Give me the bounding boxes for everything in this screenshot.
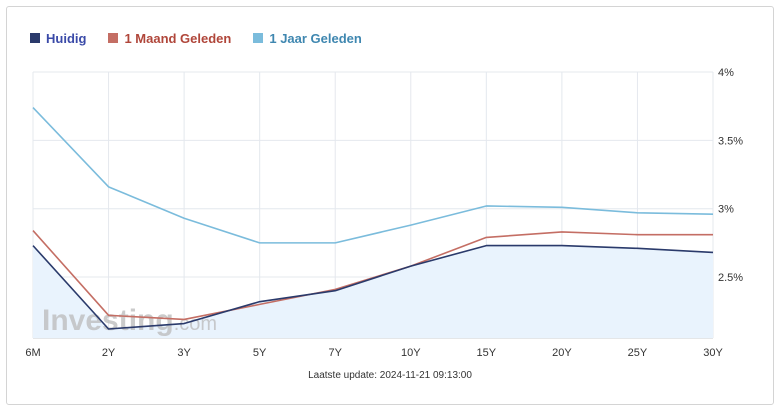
legend-swatch-1-jaar-geleden xyxy=(253,33,264,43)
legend-label-1-jaar-geleden: 1 Jaar Geleden xyxy=(269,30,362,46)
x-tick-label: 3Y xyxy=(177,347,191,359)
y-tick-label: 4% xyxy=(718,67,734,79)
investing-watermark: Investing.com xyxy=(42,304,217,337)
series-line-huidig xyxy=(32,244,714,330)
x-tick-label: 10Y xyxy=(401,347,421,359)
watermark-main-text: Investing xyxy=(42,304,174,337)
legend-item-1-jaar-geleden[interactable]: 1 Jaar Geleden xyxy=(253,30,362,46)
area-fill-huidig xyxy=(33,245,713,338)
legend-label-huidig: Huidig xyxy=(46,30,87,46)
legend-swatch-huidig xyxy=(30,33,40,43)
legend-item-1-maand-geleden[interactable]: 1 Maand Geleden xyxy=(108,30,231,46)
x-tick-label: 2Y xyxy=(102,347,116,359)
watermark-suffix-text: .com xyxy=(174,313,217,335)
chart-legend: Huidig 1 Maand Geleden 1 Jaar Geleden xyxy=(30,30,362,46)
legend-swatch-1-maand-geleden xyxy=(108,33,119,43)
y-tick-label: 2.5% xyxy=(718,272,743,284)
series-line-1-jaar-geleden xyxy=(32,106,714,244)
last-update-text: Laatste update: 2024-11-21 09:13:00 xyxy=(308,370,472,381)
x-tick-label: 5Y xyxy=(253,347,267,359)
x-tick-label: 25Y xyxy=(628,347,648,359)
y-tick-label: 3% xyxy=(718,204,734,216)
x-tick-label: 15Y xyxy=(477,347,497,359)
x-tick-label: 20Y xyxy=(552,347,572,359)
x-tick-label: 7Y xyxy=(328,347,342,359)
y-tick-label: 3.5% xyxy=(718,135,743,147)
x-tick-label: 30Y xyxy=(703,347,723,359)
x-tick-label: 6M xyxy=(25,347,40,359)
legend-item-huidig[interactable]: Huidig xyxy=(30,30,86,46)
legend-label-1-maand-geleden: 1 Maand Geleden xyxy=(124,30,232,46)
